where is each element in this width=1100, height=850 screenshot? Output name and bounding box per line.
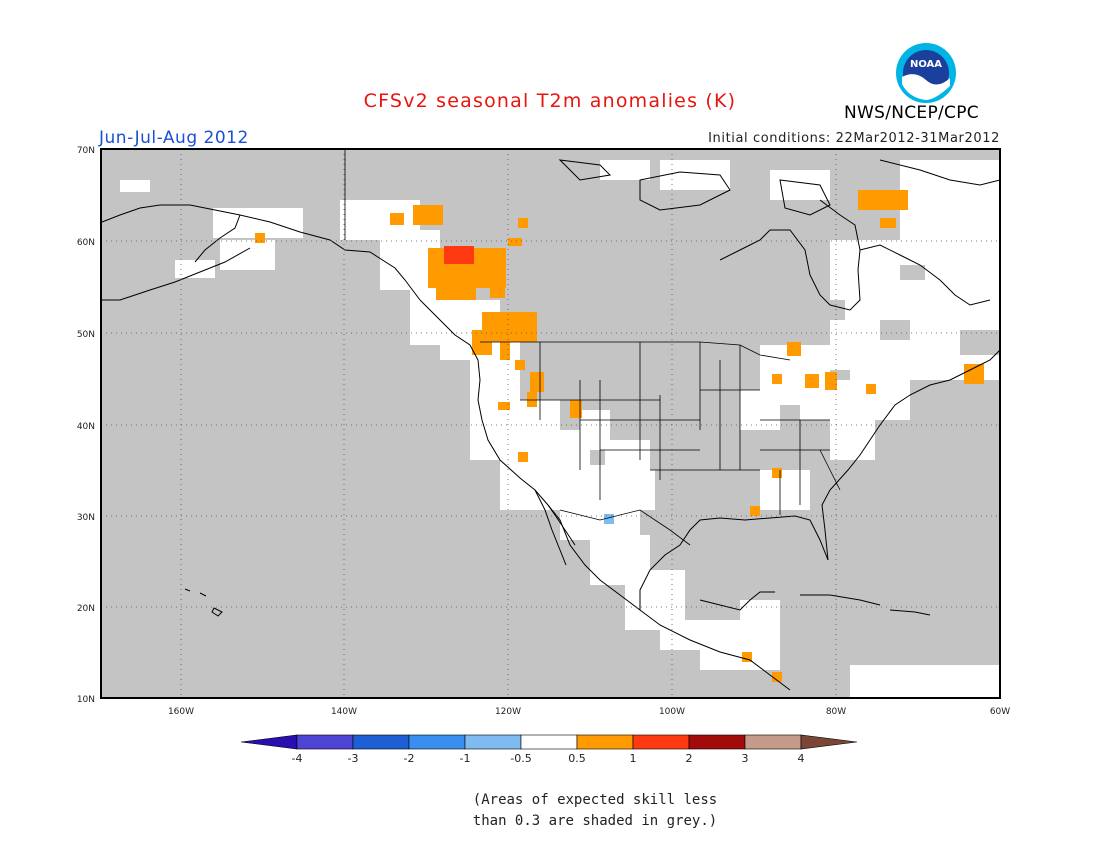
noaa-logo: NOAA xyxy=(896,43,956,103)
lon-label: 140W xyxy=(331,707,357,717)
anomaly-cells-0p5-1 xyxy=(255,190,984,682)
forecast-period: Jun-Jul-Aug 2012 xyxy=(99,128,249,148)
lat-label: 30N xyxy=(77,513,95,523)
white-skill-regions xyxy=(120,160,1000,698)
lon-label: 100W xyxy=(659,707,685,717)
initial-conditions: Initial conditions: 22Mar2012-31Mar2012 xyxy=(708,131,1000,146)
skill-note-line1: (Areas of expected skill less xyxy=(472,792,718,808)
coastlines xyxy=(101,159,1000,691)
lat-label: 10N xyxy=(77,695,95,705)
lat-label: 40N xyxy=(77,422,95,432)
skill-note: (Areas of expected skill less than 0.3 a… xyxy=(0,790,1100,832)
lon-label: 80W xyxy=(826,707,846,717)
lon-label: 160W xyxy=(168,707,194,717)
agency-label: NWS/NCEP/CPC xyxy=(844,103,979,123)
lat-label: 70N xyxy=(77,146,95,156)
lon-label: 60W xyxy=(990,707,1010,717)
longitude-labels: 160W 140W 120W 100W 80W 60W xyxy=(168,707,1010,717)
lat-label: 60N xyxy=(77,238,95,248)
chart-title: CFSv2 seasonal T2m anomalies (K) xyxy=(363,90,737,112)
lat-label: 50N xyxy=(77,330,95,340)
skill-note-line2: than 0.3 are shaded in grey.) xyxy=(472,813,718,829)
map-frame xyxy=(100,148,1001,699)
noaa-logo-text: NOAA xyxy=(910,59,942,70)
latitude-labels: 70N 60N 50N 40N 30N 20N 10N xyxy=(77,146,95,705)
anomaly-cells-neg0p5-neg1 xyxy=(604,514,614,524)
lat-label: 20N xyxy=(77,604,95,614)
lon-label: 120W xyxy=(495,707,521,717)
political-borders xyxy=(344,150,841,546)
anomaly-cells-1-2 xyxy=(444,246,474,264)
